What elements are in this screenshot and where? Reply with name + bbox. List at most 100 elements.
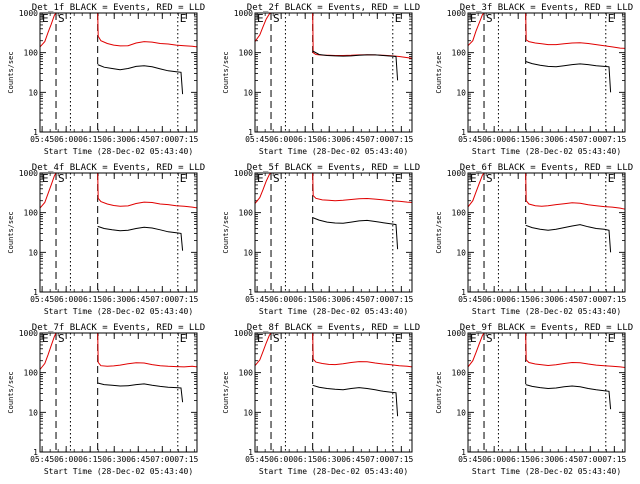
x-tick-label: 06:15	[506, 135, 530, 144]
y-tick-label: 1000	[19, 9, 38, 18]
panel-4: Det_4f BLACK = Events, RED = LLD Counts/s…	[7, 163, 205, 316]
x-tick-label: 06:15	[293, 455, 317, 464]
y-tick-label: 100	[452, 209, 467, 218]
marker-label: E	[257, 172, 264, 185]
x-tick-label: 06:00	[482, 455, 506, 464]
panel-title: Det_1f BLACK = Events, RED = LLD	[32, 3, 205, 13]
marker-label: S	[273, 12, 280, 25]
marker-label: E	[180, 332, 187, 345]
lld-series-line	[39, 12, 198, 48]
x-tick-label: 07:00	[365, 135, 389, 144]
y-tick-label: 1000	[19, 169, 38, 178]
marker-label: E	[608, 172, 615, 185]
x-tick-label: 07:00	[150, 295, 174, 304]
y-tick-label: 1000	[234, 329, 253, 338]
x-tick-label: 06:30	[102, 455, 126, 464]
marker-label: S	[486, 12, 493, 25]
x-tick-label: 06:30	[102, 295, 126, 304]
y-tick-label: 1	[248, 128, 253, 137]
plot-frame	[254, 12, 413, 133]
lld-series-line	[254, 332, 413, 368]
y-tick-label: 1	[461, 128, 466, 137]
y-axis-label: Counts/sec	[435, 51, 443, 93]
x-tick-label: 07:15	[174, 455, 198, 464]
y-axis-label: Counts/sec	[435, 371, 443, 413]
marker-label: E	[42, 172, 49, 185]
x-tick-label: 06:15	[506, 295, 530, 304]
events-series-line	[312, 384, 399, 417]
marker-label: E	[395, 172, 402, 185]
events-series-line	[97, 64, 184, 95]
x-tick-label: 06:00	[269, 295, 293, 304]
events-series-line	[525, 61, 612, 93]
x-tick-label: 06:15	[506, 455, 530, 464]
x-axis-label: Start Time (28-Dec-02 05:43:40)	[472, 467, 621, 476]
marker-label: E	[608, 12, 615, 25]
y-tick-label: 10	[28, 408, 38, 417]
x-tick-label: 05:45	[458, 455, 482, 464]
x-tick-label: 05:45	[30, 135, 54, 144]
x-tick-label: 06:45	[341, 295, 365, 304]
y-tick-label: 100	[24, 49, 39, 58]
marker-label: E	[470, 12, 477, 25]
plot-frame	[39, 172, 198, 293]
y-tick-label: 100	[239, 49, 254, 58]
x-tick-label: 06:00	[54, 295, 78, 304]
panel-title: Det_8f BLACK = Events, RED = LLD	[247, 323, 420, 333]
x-tick-label: 06:45	[341, 455, 365, 464]
x-tick-label: 06:00	[269, 455, 293, 464]
y-tick-label: 10	[456, 248, 466, 257]
x-tick-label: 06:45	[554, 135, 578, 144]
y-tick-label: 1000	[447, 169, 466, 178]
x-tick-label: 07:00	[150, 455, 174, 464]
y-tick-label: 10	[243, 248, 253, 257]
x-tick-label: 07:15	[389, 295, 413, 304]
panel-title: Det_9f BLACK = Events, RED = LLD	[460, 323, 633, 333]
x-tick-label: 05:45	[458, 295, 482, 304]
y-tick-label: 1000	[234, 169, 253, 178]
x-tick-label: 07:00	[578, 295, 602, 304]
marker-label: S	[58, 172, 65, 185]
x-tick-label: 06:45	[341, 135, 365, 144]
y-tick-label: 10	[28, 248, 38, 257]
y-tick-label: 100	[239, 369, 254, 378]
x-tick-label: 06:45	[126, 295, 150, 304]
y-axis-label: Counts/sec	[7, 211, 15, 253]
y-tick-label: 10	[456, 408, 466, 417]
y-tick-label: 1000	[234, 9, 253, 18]
events-series-line	[525, 384, 612, 410]
x-tick-label: 05:45	[245, 135, 269, 144]
y-tick-label: 10	[243, 88, 253, 97]
x-tick-label: 06:30	[530, 295, 554, 304]
y-axis-label: Counts/sec	[7, 371, 15, 413]
x-axis-label: Start Time (28-Dec-02 05:43:40)	[472, 147, 621, 156]
x-tick-label: 06:30	[530, 455, 554, 464]
panel-9: Det_9f BLACK = Events, RED = LLD Counts/s…	[435, 323, 633, 476]
panel-title: Det_2f BLACK = Events, RED = LLD	[247, 3, 420, 13]
x-tick-label: 06:30	[530, 135, 554, 144]
events-series-line	[97, 382, 184, 403]
marker-label: E	[470, 332, 477, 345]
x-tick-label: 07:00	[578, 455, 602, 464]
y-tick-label: 1000	[447, 329, 466, 338]
y-axis-label: Counts/sec	[222, 371, 230, 413]
y-tick-label: 10	[456, 88, 466, 97]
panel-3: Det_3f BLACK = Events, RED = LLD Counts/s…	[435, 3, 633, 156]
marker-label: S	[486, 332, 493, 345]
x-tick-label: 07:00	[365, 295, 389, 304]
y-tick-label: 100	[24, 209, 39, 218]
y-tick-label: 1	[33, 128, 38, 137]
y-tick-label: 100	[239, 209, 254, 218]
y-tick-label: 1	[461, 288, 466, 297]
y-tick-label: 1	[33, 448, 38, 457]
x-tick-label: 06:00	[54, 135, 78, 144]
x-tick-label: 05:45	[30, 455, 54, 464]
panel-6: Det_6f BLACK = Events, RED = LLD Counts/s…	[435, 163, 633, 316]
x-axis-label: Start Time (28-Dec-02 05:43:40)	[259, 147, 408, 156]
events-series-line	[312, 217, 399, 250]
marker-label: E	[608, 332, 615, 345]
plot-frame	[467, 332, 626, 453]
x-tick-label: 06:45	[126, 135, 150, 144]
y-axis-label: Counts/sec	[222, 211, 230, 253]
